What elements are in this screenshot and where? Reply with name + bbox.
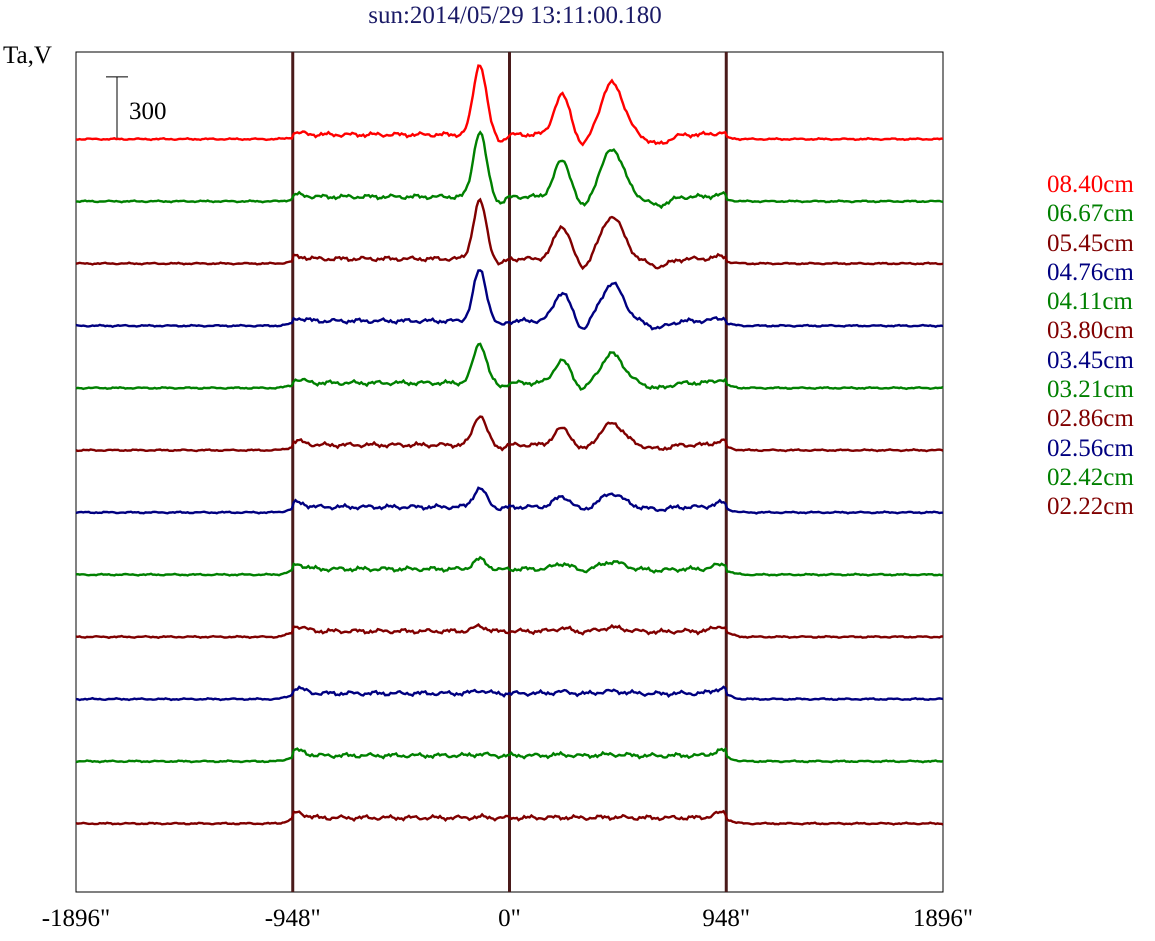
y-axis-label: Ta,V (3, 42, 52, 69)
legend-entry: 03.45cm (1047, 346, 1134, 374)
legend-entry: 02.42cm (1047, 463, 1134, 491)
legend-entry: 02.86cm (1047, 405, 1134, 433)
series-line-03.80cm (75, 415, 944, 453)
series-line-03.45cm (75, 486, 943, 515)
x-tick-label: 948" (702, 905, 751, 932)
series-line-02.42cm (75, 747, 944, 764)
series-line-02.56cm (75, 685, 944, 702)
x-tick-label: -1896" (41, 905, 111, 932)
chart-title: sun:2014/05/29 13:11:00.180 (368, 2, 662, 29)
legend-entry: 02.22cm (1047, 493, 1134, 521)
legend-entry: 05.45cm (1047, 229, 1134, 257)
series-line-04.76cm (75, 269, 944, 331)
legend-entry: 02.56cm (1047, 434, 1134, 462)
series-line-04.11cm (75, 342, 944, 391)
series-line-02.86cm (75, 623, 943, 640)
series-line-02.22cm (75, 809, 944, 826)
series-line-03.21cm (75, 555, 944, 577)
series-lines (75, 64, 944, 826)
x-tick-label: -948" (264, 905, 321, 932)
legend-entry: 04.76cm (1047, 258, 1134, 286)
x-tick-label: 1896" (912, 905, 974, 932)
series-line-05.45cm (75, 197, 944, 271)
vertical-reference-lines (291, 52, 728, 892)
legend: 08.40cm 06.67cm 05.45cm 04.76cm 04.11cm 03.80… (1047, 170, 1134, 522)
series-line-06.67cm (75, 130, 944, 210)
legend-entry: 08.40cm (1047, 171, 1134, 198)
series-line-08.40cm (75, 64, 944, 147)
legend-entry: 03.80cm (1047, 317, 1134, 345)
scale-bar-label: 300 (129, 98, 167, 125)
legend-entry: 03.21cm (1047, 376, 1134, 404)
x-tick-label: 0" (498, 905, 521, 932)
legend-entry: 06.67cm (1047, 200, 1134, 228)
legend-entry: 04.11cm (1047, 288, 1133, 316)
scale-bar (106, 76, 128, 140)
